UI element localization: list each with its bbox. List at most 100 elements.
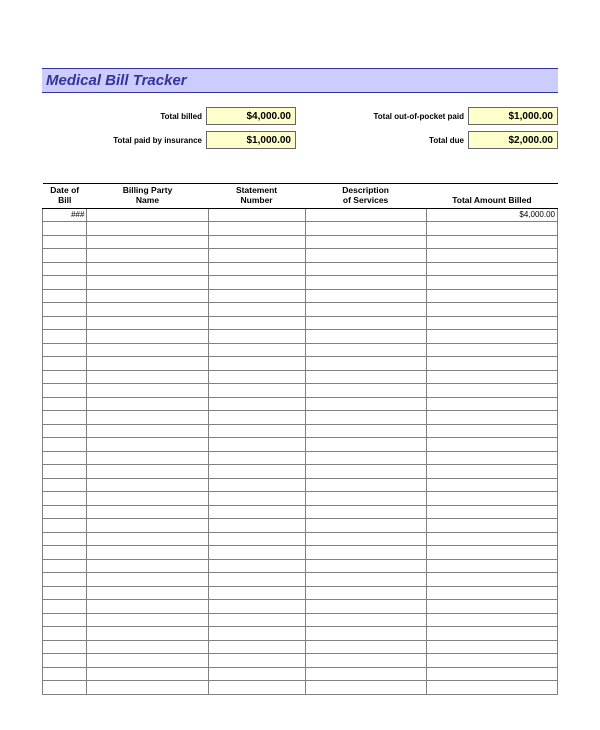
cell[interactable] bbox=[208, 519, 305, 533]
cell[interactable] bbox=[426, 654, 557, 668]
cell[interactable] bbox=[43, 546, 87, 560]
cell[interactable] bbox=[426, 316, 557, 330]
cell[interactable] bbox=[305, 478, 426, 492]
cell[interactable] bbox=[426, 222, 557, 236]
cell[interactable] bbox=[208, 667, 305, 681]
cell[interactable] bbox=[43, 276, 87, 290]
cell[interactable] bbox=[305, 316, 426, 330]
cell[interactable] bbox=[208, 613, 305, 627]
cell[interactable] bbox=[426, 397, 557, 411]
cell[interactable] bbox=[426, 384, 557, 398]
cell[interactable] bbox=[87, 532, 208, 546]
cell[interactable] bbox=[87, 249, 208, 263]
cell[interactable] bbox=[426, 465, 557, 479]
cell[interactable] bbox=[208, 262, 305, 276]
cell[interactable] bbox=[87, 384, 208, 398]
cell[interactable] bbox=[43, 613, 87, 627]
cell[interactable] bbox=[87, 235, 208, 249]
cell[interactable] bbox=[208, 357, 305, 371]
cell[interactable] bbox=[305, 613, 426, 627]
cell[interactable] bbox=[208, 627, 305, 641]
cell[interactable] bbox=[43, 384, 87, 398]
cell[interactable] bbox=[43, 640, 87, 654]
cell[interactable] bbox=[426, 667, 557, 681]
cell[interactable] bbox=[426, 559, 557, 573]
cell[interactable] bbox=[305, 343, 426, 357]
cell[interactable] bbox=[305, 546, 426, 560]
cell[interactable] bbox=[208, 343, 305, 357]
cell[interactable] bbox=[305, 438, 426, 452]
cell[interactable] bbox=[208, 249, 305, 263]
cell[interactable] bbox=[426, 438, 557, 452]
cell[interactable] bbox=[305, 235, 426, 249]
cell[interactable] bbox=[43, 249, 87, 263]
cell[interactable] bbox=[87, 465, 208, 479]
cell[interactable] bbox=[426, 546, 557, 560]
cell[interactable] bbox=[208, 465, 305, 479]
cell[interactable] bbox=[208, 451, 305, 465]
cell[interactable] bbox=[87, 424, 208, 438]
cell[interactable] bbox=[87, 681, 208, 695]
summary-value-out-of-pocket[interactable]: $1,000.00 bbox=[468, 107, 558, 125]
cell[interactable] bbox=[208, 532, 305, 546]
cell[interactable] bbox=[208, 397, 305, 411]
cell[interactable] bbox=[87, 627, 208, 641]
cell[interactable] bbox=[43, 357, 87, 371]
cell[interactable] bbox=[208, 478, 305, 492]
cell[interactable] bbox=[305, 627, 426, 641]
cell[interactable] bbox=[43, 330, 87, 344]
cell[interactable] bbox=[43, 573, 87, 587]
cell[interactable] bbox=[208, 222, 305, 236]
cell[interactable] bbox=[305, 532, 426, 546]
cell[interactable] bbox=[43, 262, 87, 276]
cell[interactable] bbox=[87, 303, 208, 317]
cell[interactable] bbox=[87, 559, 208, 573]
cell[interactable] bbox=[305, 667, 426, 681]
cell[interactable] bbox=[305, 451, 426, 465]
cell[interactable] bbox=[305, 519, 426, 533]
cell[interactable] bbox=[87, 276, 208, 290]
cell[interactable] bbox=[87, 478, 208, 492]
cell[interactable] bbox=[43, 559, 87, 573]
cell[interactable] bbox=[87, 613, 208, 627]
cell[interactable] bbox=[426, 451, 557, 465]
cell[interactable] bbox=[43, 532, 87, 546]
cell[interactable] bbox=[305, 384, 426, 398]
cell[interactable] bbox=[208, 330, 305, 344]
cell[interactable] bbox=[208, 276, 305, 290]
cell[interactable] bbox=[426, 519, 557, 533]
cell[interactable] bbox=[208, 438, 305, 452]
cell[interactable] bbox=[43, 505, 87, 519]
cell[interactable] bbox=[305, 573, 426, 587]
cell[interactable] bbox=[43, 654, 87, 668]
cell[interactable] bbox=[87, 330, 208, 344]
cell[interactable] bbox=[43, 424, 87, 438]
cell[interactable] bbox=[208, 384, 305, 398]
cell[interactable] bbox=[305, 370, 426, 384]
cell[interactable] bbox=[87, 397, 208, 411]
cell[interactable] bbox=[208, 546, 305, 560]
cell[interactable] bbox=[87, 357, 208, 371]
cell[interactable] bbox=[43, 667, 87, 681]
cell[interactable] bbox=[43, 316, 87, 330]
cell[interactable] bbox=[208, 235, 305, 249]
cell[interactable] bbox=[305, 505, 426, 519]
cell[interactable] bbox=[426, 505, 557, 519]
cell[interactable] bbox=[87, 600, 208, 614]
cell[interactable] bbox=[87, 289, 208, 303]
cell[interactable] bbox=[305, 397, 426, 411]
cell[interactable] bbox=[87, 451, 208, 465]
cell[interactable] bbox=[426, 357, 557, 371]
cell-desc[interactable] bbox=[305, 208, 426, 222]
cell[interactable] bbox=[43, 411, 87, 425]
cell[interactable] bbox=[87, 519, 208, 533]
cell[interactable] bbox=[208, 289, 305, 303]
cell[interactable] bbox=[208, 505, 305, 519]
cell[interactable] bbox=[426, 411, 557, 425]
cell[interactable] bbox=[87, 411, 208, 425]
cell[interactable] bbox=[43, 627, 87, 641]
cell[interactable] bbox=[305, 276, 426, 290]
cell[interactable] bbox=[208, 303, 305, 317]
cell[interactable] bbox=[305, 411, 426, 425]
cell[interactable] bbox=[208, 492, 305, 506]
